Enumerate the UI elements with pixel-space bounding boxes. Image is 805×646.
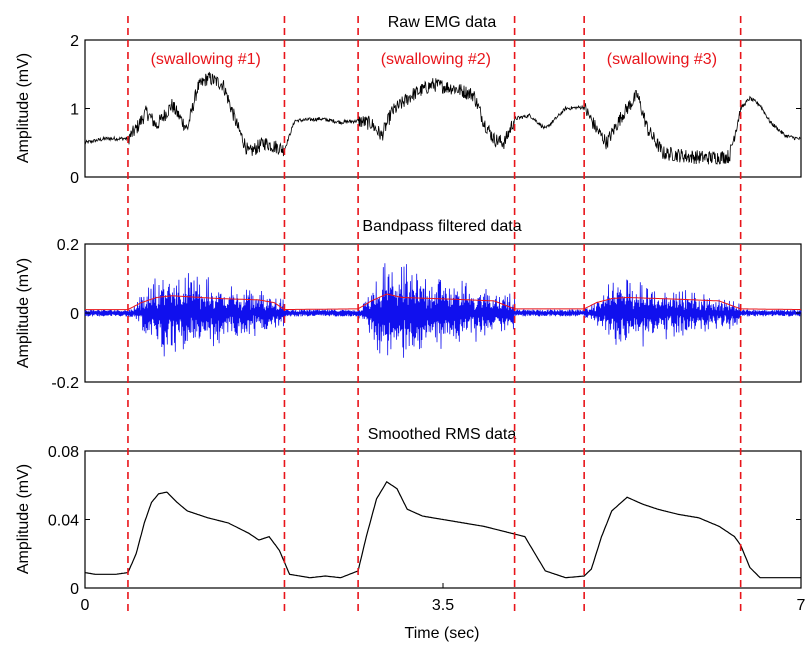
ytick-label: 1: [70, 102, 79, 119]
xtick-label: 7: [797, 597, 805, 614]
series-line-envelope: [85, 293, 802, 311]
xtick-label: 0: [81, 597, 90, 614]
smoothed-rms-panel: Smoothed RMS data 0 0.04 0.08 Amplitude (m…: [15, 426, 802, 598]
ytick-label: 0.2: [57, 237, 79, 254]
rms-yticks: 0 0.04 0.08: [48, 444, 801, 598]
ytick-label: -0.2: [51, 375, 79, 392]
ytick-label: 0.08: [48, 444, 79, 461]
series-line-raw: [84, 71, 802, 165]
bandpass-filtered-panel: Bandpass filtered data -0.2 0 0.2 Amplitud…: [15, 218, 802, 392]
raw-emg-panel: Raw EMG data 0 1 2 Amplitude (mV): [15, 14, 802, 187]
ytick-label: 0: [70, 306, 79, 323]
raw-yticks: 0 1 2: [70, 33, 801, 187]
ytick-label: 0.04: [48, 513, 79, 530]
ytick-label: 0: [70, 581, 79, 598]
rms-panel-title: Smoothed RMS data: [368, 426, 517, 443]
rms-ylabel: Amplitude (mV): [15, 464, 32, 574]
ytick-label: 0: [70, 170, 79, 187]
swallow-event-markers: [127, 16, 742, 612]
x-axis: 0 3.5 7 Time (sec): [81, 583, 805, 642]
raw-series-layer: [84, 71, 802, 165]
raw-ylabel: Amplitude (mV): [15, 53, 32, 163]
x-axis-label: Time (sec): [405, 625, 480, 642]
x-ticks: 0 3.5 7: [81, 583, 805, 614]
series-line-bandpass: [84, 263, 802, 358]
raw-panel-title: Raw EMG data: [388, 14, 497, 31]
rms-series-layer: [84, 480, 801, 579]
series-line-rms: [84, 480, 801, 579]
swallow-label: (swallowing #1): [151, 51, 261, 68]
xtick-label: 3.5: [432, 597, 454, 614]
bandpass-series-layer: [84, 263, 802, 358]
bandpass-ylabel: Amplitude (mV): [15, 258, 32, 368]
bandpass-yticks: -0.2 0 0.2: [51, 237, 801, 392]
ytick-label: 2: [70, 33, 79, 50]
swallow-labels: (swallowing #1) (swallowing #2) (swallowin…: [151, 51, 717, 68]
swallow-label: (swallowing #3): [607, 51, 717, 68]
swallow-label: (swallowing #2): [381, 51, 491, 68]
bandpass-panel-title: Bandpass filtered data: [362, 218, 521, 235]
